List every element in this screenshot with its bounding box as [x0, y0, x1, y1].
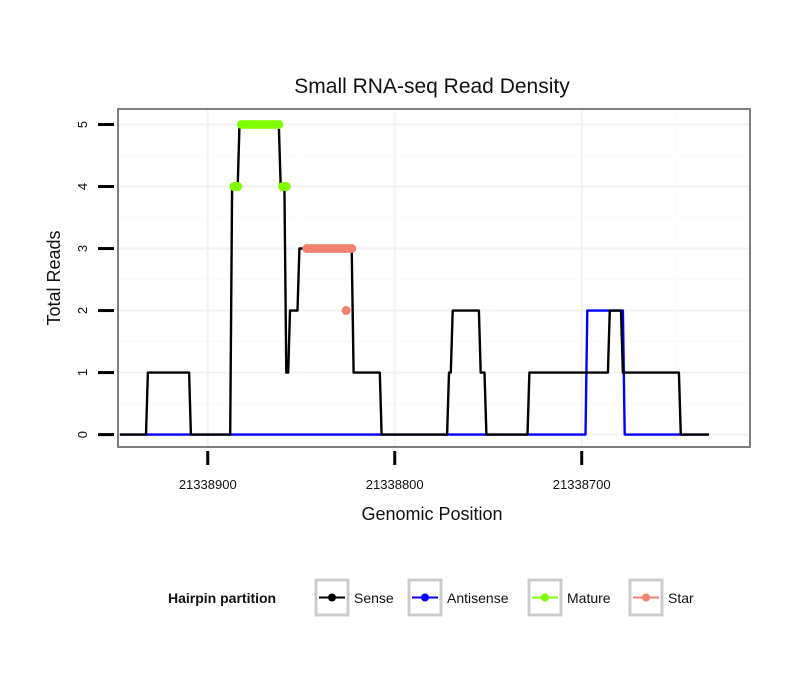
legend-label: Star	[668, 590, 694, 606]
y-tick-label: 1	[75, 369, 90, 376]
panel-border	[117, 108, 751, 448]
y-axis-title: Total Reads	[44, 230, 64, 325]
legend-item-mature: Mature	[527, 578, 611, 617]
legend-label: Antisense	[447, 590, 509, 606]
y-tick-label: 3	[75, 245, 90, 252]
panel-background	[118, 109, 750, 447]
legend-item-sense: Sense	[314, 578, 394, 617]
star-point	[347, 244, 357, 254]
legend-title: Hairpin partition	[168, 590, 276, 606]
mature-point	[281, 182, 291, 192]
legend-item-antisense: Antisense	[407, 578, 509, 617]
series-mature	[229, 120, 291, 192]
grid-layer	[118, 109, 750, 447]
y-tick-label: 5	[75, 121, 90, 128]
legend-key-point	[642, 593, 650, 602]
legend-key-point	[421, 593, 429, 602]
series-sense	[119, 123, 709, 436]
x-tick-label: 21338900	[179, 477, 237, 492]
mature-point	[274, 120, 284, 130]
y-tick-label: 2	[75, 307, 90, 314]
legend-item-star: Star	[628, 578, 694, 617]
legend-label: Sense	[354, 590, 394, 606]
legend-label: Mature	[567, 590, 611, 606]
x-tick-label: 21338700	[553, 477, 611, 492]
legend-key-point	[328, 593, 336, 602]
legend-items: Sense Antisense Mature Star	[314, 578, 694, 617]
y-axis: 0 1 2 3 4 5	[75, 121, 114, 438]
plot-area	[117, 108, 751, 448]
x-axis-title: Genomic Position	[361, 504, 502, 524]
y-tick-label: 4	[75, 183, 90, 190]
x-axis: 21338900 21338800 21338700	[179, 451, 611, 492]
y-tick-label: 0	[75, 431, 90, 438]
chart-title: Small RNA-seq Read Density	[294, 75, 570, 98]
star-point	[341, 306, 351, 316]
mature-point	[233, 182, 243, 192]
sense-line	[119, 123, 709, 436]
series-star	[302, 244, 357, 316]
legend: Hairpin partition Sense Antisense Mature St…	[168, 578, 694, 617]
series-layer	[119, 120, 709, 436]
x-tick-label: 21338800	[366, 477, 424, 492]
legend-key-point	[541, 593, 549, 602]
